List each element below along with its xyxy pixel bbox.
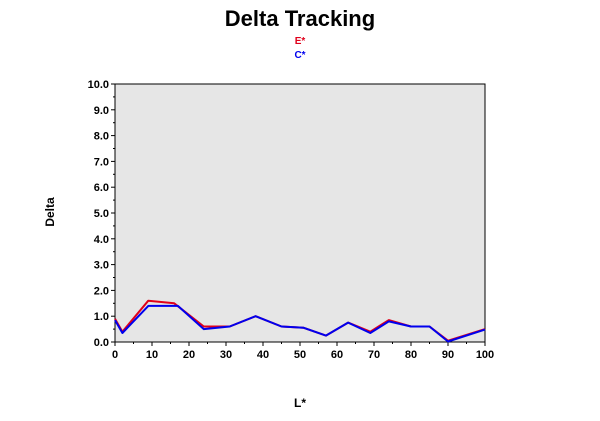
x-tick-label: 70: [368, 349, 380, 361]
x-tick-label: 100: [476, 349, 494, 361]
y-tick-label: 3.0: [94, 260, 109, 272]
y-tick-label: 4.0: [94, 234, 109, 246]
legend-item-c: C*: [294, 50, 306, 61]
y-tick-label: 2.0: [94, 285, 109, 297]
y-tick-label: 5.0: [94, 208, 109, 220]
chart-title: Delta Tracking: [224, 6, 376, 31]
plot-background: [114, 83, 486, 343]
x-tick-label: 10: [146, 349, 158, 361]
legend-item-e: E*: [294, 36, 306, 47]
x-tick-label: 60: [331, 349, 343, 361]
x-tick-label: 20: [183, 349, 195, 361]
y-tick-label: 1.0: [94, 311, 109, 323]
y-tick-label: 10.0: [88, 79, 109, 91]
x-tick-label: 50: [294, 349, 306, 361]
x-tick-label: 40: [257, 349, 269, 361]
x-tick-label: 90: [442, 349, 454, 361]
x-axis-label: L*: [294, 396, 306, 410]
series-line-c: [114, 304, 486, 343]
x-tick-label: 30: [220, 349, 232, 361]
x-tick-label: 80: [405, 349, 417, 361]
x-tick-label: 0: [112, 349, 118, 361]
y-tick-label: 8.0: [94, 131, 109, 143]
y-tick-label: 6.0: [94, 182, 109, 194]
y-tick-label: 7.0: [94, 156, 109, 168]
y-tick-label: 0.0: [94, 337, 109, 349]
y-tick-label: 9.0: [94, 105, 109, 117]
